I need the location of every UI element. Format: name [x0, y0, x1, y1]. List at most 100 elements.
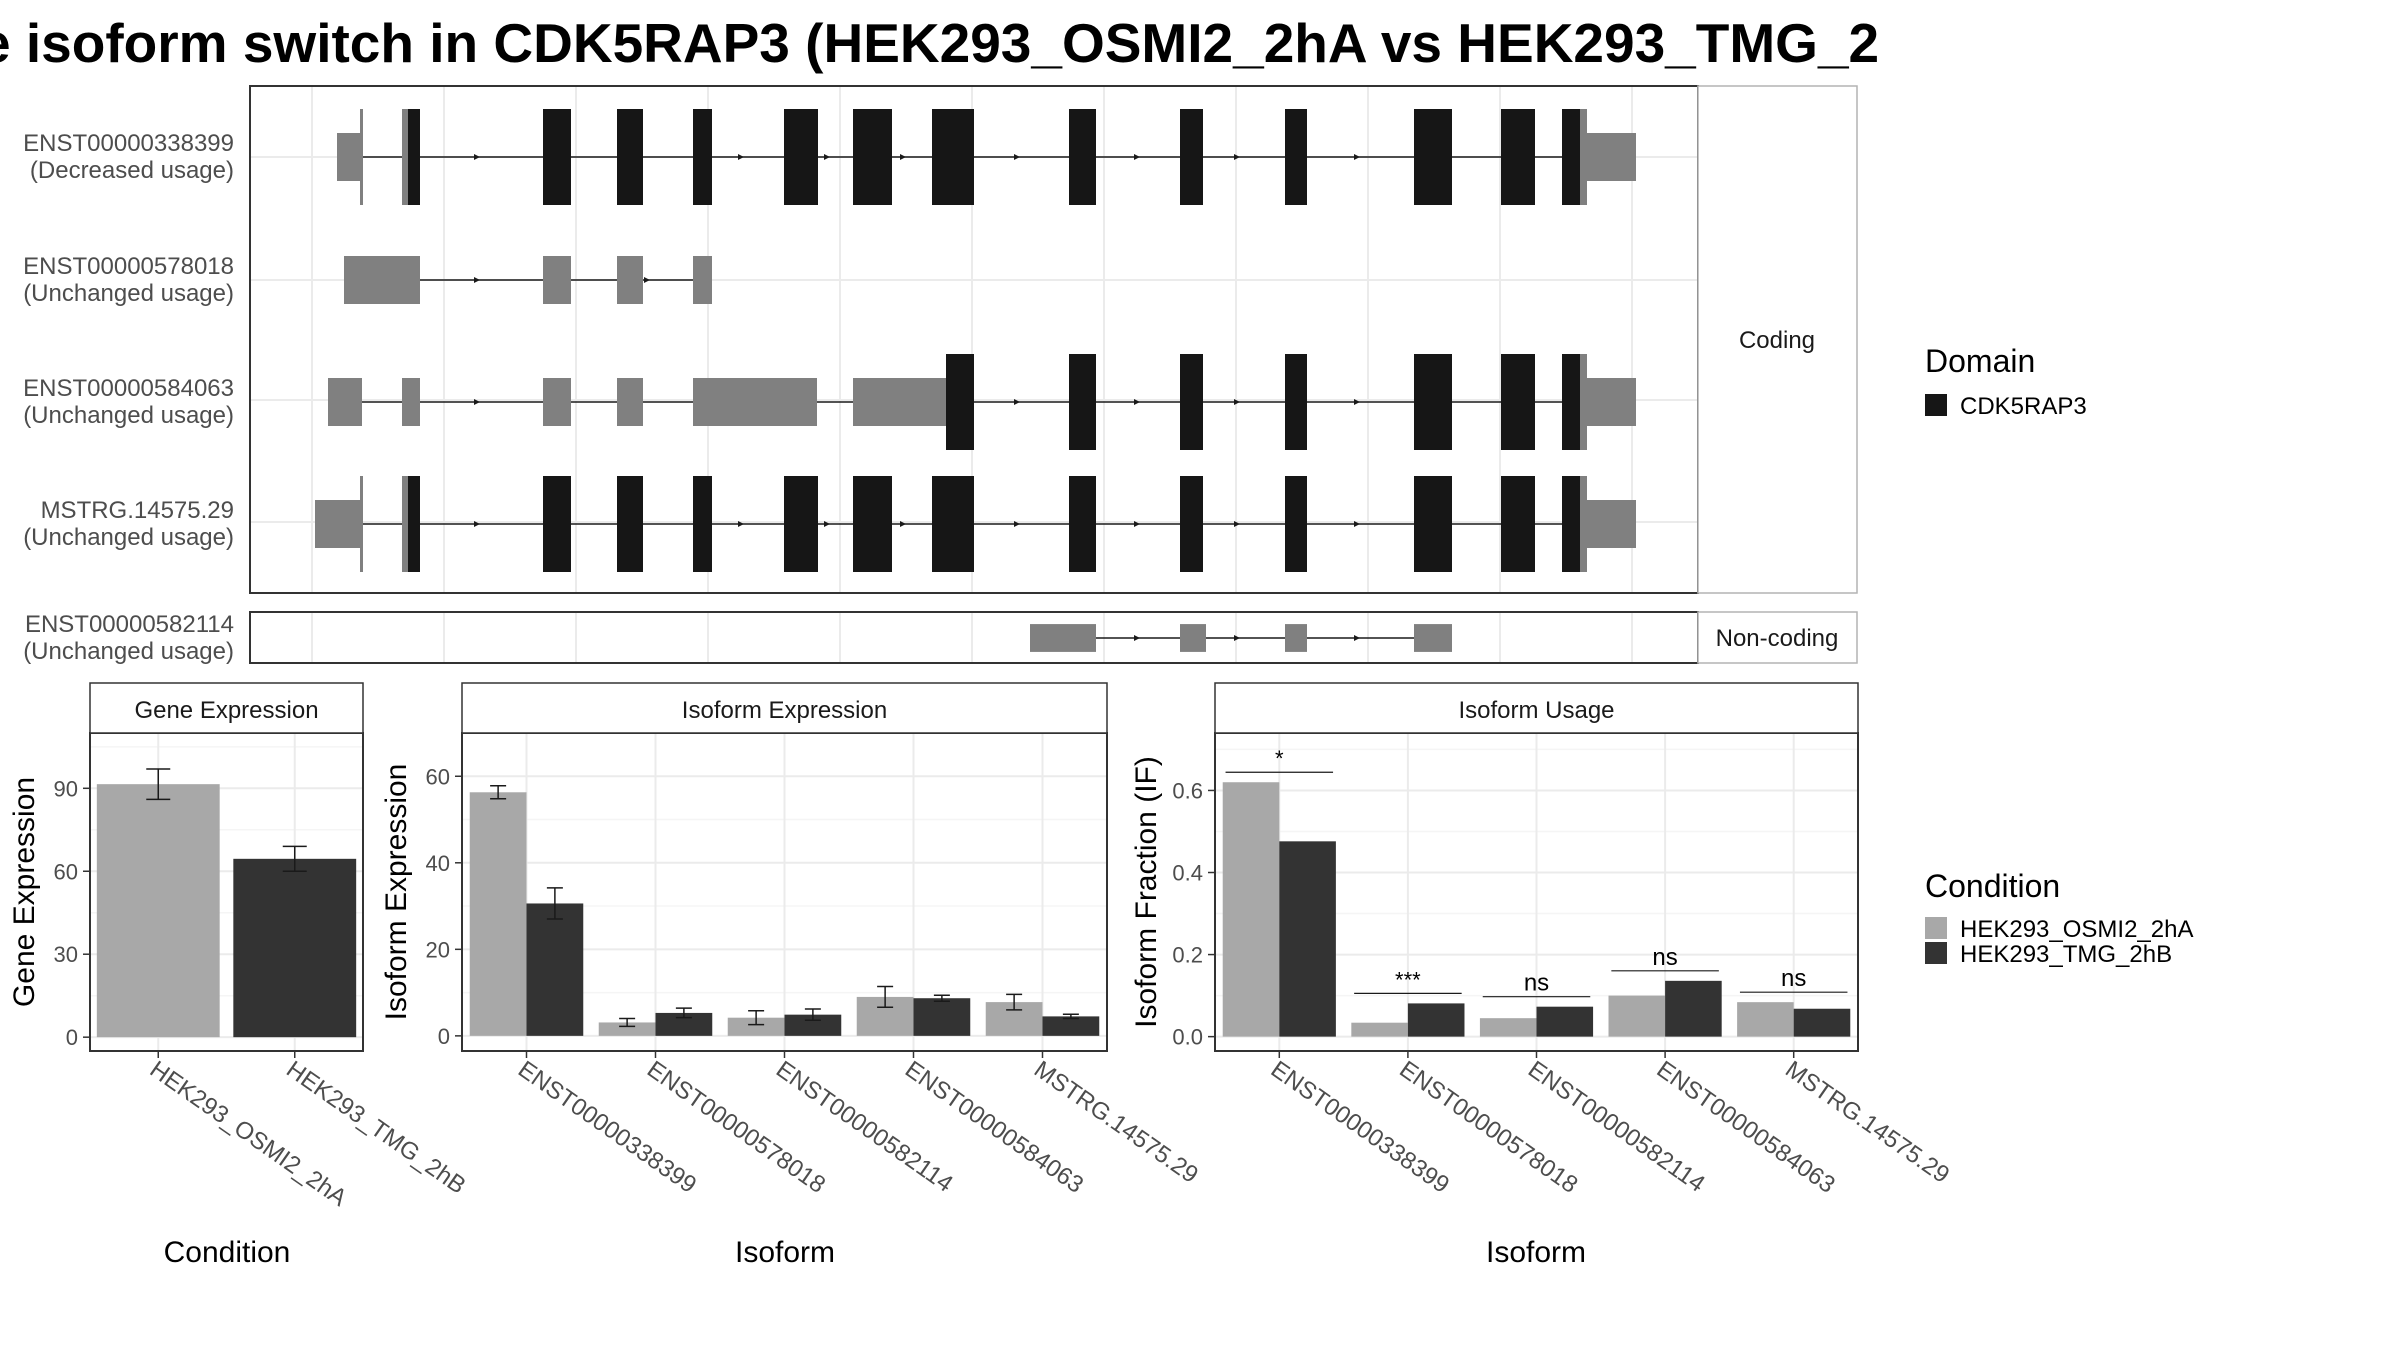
bar	[1042, 1016, 1100, 1036]
panel-strip	[461, 682, 1108, 734]
legend-swatch-cond-b	[1925, 942, 1947, 964]
y-tick-label: 0	[66, 1025, 78, 1050]
y-tick-label: 0.4	[1172, 861, 1203, 886]
coding-exon	[1285, 476, 1307, 572]
coding-exon	[693, 476, 712, 572]
coding-exon	[1562, 109, 1580, 205]
figure-title: e isoform switch in CDK5RAP3 (HEK293_OSM…	[0, 12, 1880, 74]
isoform-id-label: ENST00000338399	[23, 130, 234, 157]
intron-arrow	[1354, 635, 1360, 641]
coding-exon	[1285, 354, 1307, 450]
y-tick-label: 60	[54, 859, 78, 884]
intron-arrow	[1134, 635, 1140, 641]
intron-arrow	[1134, 399, 1140, 405]
intron-arrow	[1134, 521, 1140, 527]
y-axis-title: Isoform Fraction (IF)	[1130, 756, 1163, 1028]
bar	[1793, 1008, 1851, 1037]
isoform-id-label: ENST00000582114	[25, 611, 234, 638]
intron-arrow	[900, 521, 906, 527]
noncoding-exon	[853, 378, 946, 426]
coding-exon	[617, 109, 643, 205]
legend-swatch-cdk5rap3	[1925, 394, 1947, 416]
bar	[1536, 1006, 1594, 1037]
intron-arrow	[900, 154, 906, 160]
bar	[96, 784, 220, 1038]
isoform-labels: ENST00000338399(Decreased usage) ENST0000…	[23, 130, 234, 665]
noncoding-exon	[1180, 624, 1206, 652]
noncoding-exon	[617, 256, 643, 304]
intron-arrow	[1354, 521, 1360, 527]
coding-exon	[1414, 109, 1452, 205]
panel-strip	[1214, 682, 1859, 734]
coding-exon	[1562, 476, 1580, 572]
coding-exon	[946, 354, 974, 450]
noncoding-exon	[1587, 133, 1636, 181]
y-tick-label: 0.2	[1172, 943, 1203, 968]
noncoding-exon	[1580, 354, 1587, 450]
coding-exon	[1180, 476, 1203, 572]
y-axis-title: Gene Expression	[8, 777, 41, 1007]
intron-arrow	[824, 154, 830, 160]
coding-strip	[1697, 85, 1858, 594]
legend-label-cond-b: HEK293_TMG_2hB	[1960, 941, 2172, 968]
intron-arrow	[1134, 154, 1140, 160]
intron-arrow	[644, 277, 650, 283]
y-tick-label: 0.0	[1172, 1025, 1203, 1050]
intron-arrow	[1354, 399, 1360, 405]
noncoding-panel-border	[249, 611, 1699, 664]
intron-arrow	[1014, 154, 1020, 160]
coding-exon	[1501, 476, 1535, 572]
domain-legend: Domain CDK5RAP3	[1925, 343, 2087, 420]
bar	[1407, 1003, 1465, 1037]
intron-arrow	[474, 277, 480, 283]
coding-exon	[1069, 354, 1096, 450]
transcript-structure-panel: Coding Non-coding ENST00000338399(Decrea…	[23, 85, 1858, 665]
coding-exon	[1180, 354, 1203, 450]
intron-arrow	[1234, 154, 1240, 160]
noncoding-exon	[1580, 109, 1587, 205]
bar	[655, 1012, 713, 1036]
coding-exon	[543, 476, 571, 572]
bar	[1479, 1018, 1537, 1037]
significance-label: ns	[1524, 970, 1549, 997]
isoform-id-label: ENST00000584063	[23, 375, 234, 402]
significance-label: *	[1275, 746, 1284, 771]
noncoding-exon	[1030, 624, 1096, 652]
intron-arrow	[1234, 635, 1240, 641]
intron-arrow	[474, 399, 480, 405]
coding-exon	[1414, 476, 1452, 572]
noncoding-exon	[1414, 624, 1452, 652]
noncoding-exon	[1580, 476, 1587, 572]
bar	[1608, 995, 1666, 1037]
bar	[784, 1014, 842, 1036]
coding-exon	[853, 476, 892, 572]
intron-arrow	[1234, 521, 1240, 527]
y-tick-label: 30	[54, 942, 78, 967]
noncoding-exon	[693, 256, 712, 304]
noncoding-exon	[328, 378, 362, 426]
bar	[727, 1017, 785, 1036]
coding-exon	[1501, 109, 1535, 205]
noncoding-exon	[693, 378, 817, 426]
noncoding-exon	[402, 378, 420, 426]
isoform-usage-label: (Unchanged usage)	[23, 524, 234, 551]
intron-arrow	[1014, 399, 1020, 405]
noncoding-exon	[315, 500, 360, 548]
noncoding-strip-label: Non-coding	[1716, 625, 1839, 652]
coding-exon	[408, 476, 420, 572]
coding-exon	[784, 109, 818, 205]
condition-legend: Condition HEK293_OSMI2_2hA HEK293_TMG_2h…	[1925, 868, 2193, 968]
bar	[1351, 1022, 1408, 1037]
coding-exon	[1285, 109, 1307, 205]
intron-arrow	[1354, 154, 1360, 160]
legend-label-cond-a: HEK293_OSMI2_2hA	[1960, 916, 2193, 943]
intron-arrow	[738, 521, 744, 527]
panel-strip-label: Isoform Usage	[1458, 697, 1614, 724]
panel-strip-label: Isoform Expression	[682, 697, 887, 724]
exon-blocks	[315, 109, 1636, 652]
isoform-id-label: ENST00000578018	[23, 253, 234, 280]
